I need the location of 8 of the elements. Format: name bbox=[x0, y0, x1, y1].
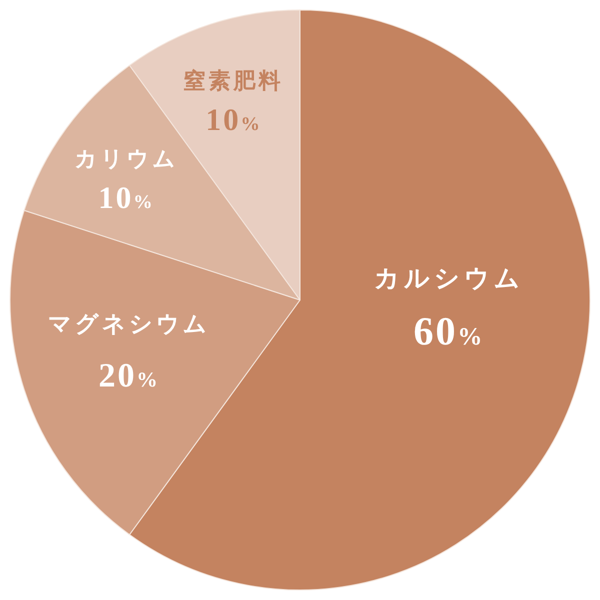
data-label: 10% bbox=[98, 180, 154, 215]
slice-label: 窒素肥料 bbox=[184, 68, 284, 93]
data-label: 20% bbox=[98, 358, 160, 395]
slice-label: カリウム bbox=[74, 146, 178, 171]
data-label: 10% bbox=[206, 102, 262, 137]
slice-label: マグネシウム bbox=[48, 312, 210, 337]
data-label: 60% bbox=[414, 308, 484, 354]
slice-label: カルシウム bbox=[374, 265, 524, 292]
